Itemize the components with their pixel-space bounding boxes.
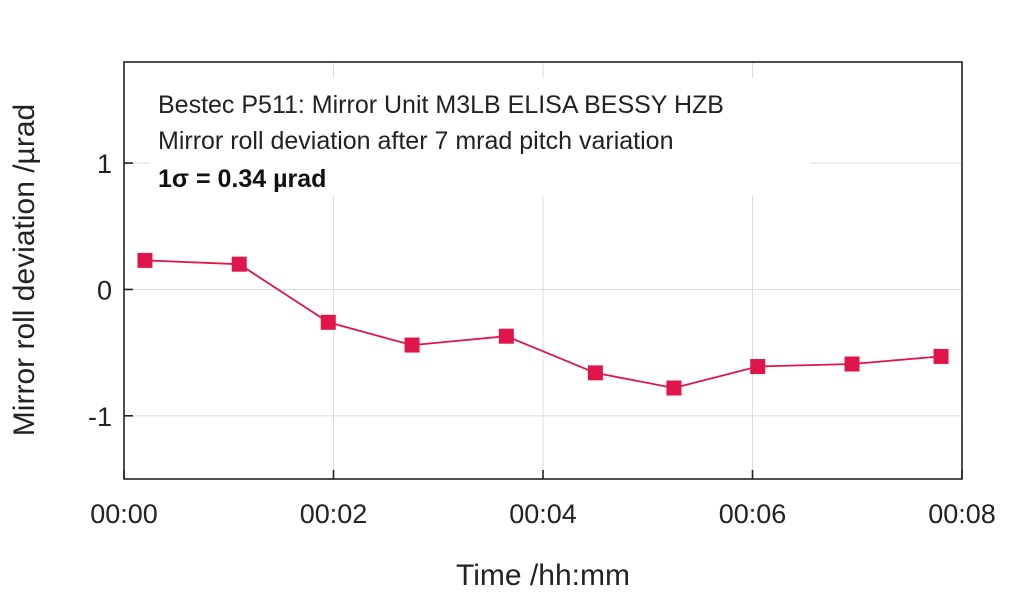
- data-point-5: [587, 365, 603, 381]
- series-roll-deviation: [137, 252, 949, 396]
- y-tick-label-0: -1: [88, 402, 112, 432]
- annotation-sigma: 1σ = 0.34 µrad: [158, 165, 326, 193]
- axis-ticks: 00:00 00:02 00:04 00:06 00:08 -1 0 1: [88, 149, 996, 529]
- data-point-3: [404, 337, 420, 353]
- data-point-6: [666, 380, 682, 396]
- y-axis-title: Mirror roll deviation /µrad: [8, 104, 41, 436]
- data-point-7: [750, 359, 766, 375]
- annotation-line-2: Mirror roll deviation after 7 mrad pitch…: [158, 127, 673, 155]
- x-tick-label-3: 00:06: [719, 499, 787, 529]
- y-tick-label-2: 1: [97, 149, 112, 179]
- x-tick-label-2: 00:04: [509, 499, 577, 529]
- y-tick-label-1: 0: [97, 275, 112, 305]
- x-tick-label-1: 00:02: [300, 499, 368, 529]
- data-point-2: [320, 314, 336, 330]
- data-point-1: [231, 256, 247, 272]
- data-point-9: [933, 348, 949, 364]
- annotation-line-1: Bestec P511: Mirror Unit M3LB ELISA BESS…: [158, 91, 724, 119]
- x-tick-label-4: 00:08: [928, 499, 996, 529]
- annotation-box: [150, 78, 810, 196]
- x-axis-title: Time /hh:mm: [456, 559, 630, 592]
- series-line-0: [144, 259, 942, 389]
- data-point-0: [137, 252, 153, 268]
- x-tick-label-0: 00:00: [90, 499, 158, 529]
- data-point-4: [498, 328, 514, 344]
- data-point-8: [844, 356, 860, 372]
